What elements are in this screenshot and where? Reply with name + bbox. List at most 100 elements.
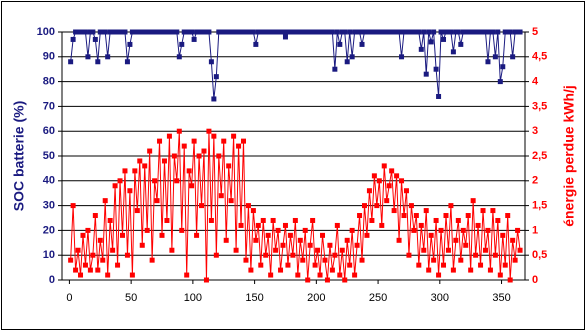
data-point — [418, 46, 424, 52]
data-point — [352, 272, 358, 278]
y-tick-label: 100 — [37, 26, 55, 38]
y2-tick-label: 1 — [532, 224, 538, 236]
data-point — [361, 203, 367, 209]
x-tick-label: 0 — [66, 292, 72, 304]
data-point — [315, 247, 321, 253]
data-point — [82, 29, 88, 35]
x-tick-label: 150 — [245, 292, 263, 304]
y-axis-title: SOC batterie (%) — [11, 101, 27, 211]
data-point — [164, 217, 170, 223]
y2-tick-label: 4,5 — [532, 51, 547, 63]
data-point — [90, 252, 96, 258]
data-point — [374, 203, 380, 209]
data-point — [423, 208, 429, 214]
data-point — [174, 29, 180, 35]
y2-axis-title: énergie perdue kWh/j — [561, 85, 577, 227]
data-point — [233, 247, 239, 253]
data-point — [243, 257, 249, 263]
data-point — [191, 138, 197, 144]
y2-tick-label: 3,5 — [532, 100, 547, 112]
data-point — [110, 247, 116, 253]
data-point — [127, 188, 133, 194]
data-point — [399, 178, 405, 184]
y2-tick-label: 2 — [532, 175, 538, 187]
data-point — [92, 213, 98, 219]
y-tick-label: 50 — [43, 150, 55, 162]
data-point — [278, 267, 284, 273]
data-point — [401, 213, 407, 219]
data-point — [453, 237, 459, 243]
data-point — [290, 252, 296, 258]
data-point — [213, 74, 219, 80]
data-point — [349, 227, 355, 233]
data-point — [260, 217, 266, 223]
data-point — [497, 272, 503, 278]
data-point — [102, 198, 108, 204]
data-point — [334, 222, 340, 228]
data-point — [122, 29, 128, 35]
data-point — [166, 133, 172, 139]
data-point — [287, 232, 293, 238]
data-point — [275, 227, 281, 233]
data-point — [359, 257, 365, 263]
data-point — [285, 262, 291, 268]
data-point — [342, 277, 348, 283]
data-point — [492, 54, 498, 60]
y2-tick-label: 1,5 — [532, 200, 547, 212]
data-point — [431, 29, 437, 35]
data-point — [184, 272, 190, 278]
data-point — [147, 148, 153, 154]
x-tick-label: 250 — [369, 292, 387, 304]
data-point — [490, 29, 496, 35]
data-point — [371, 173, 377, 179]
data-point — [379, 222, 385, 228]
data-point — [366, 188, 372, 194]
data-point — [105, 272, 111, 278]
data-point — [396, 29, 402, 35]
data-point — [124, 252, 130, 258]
data-point — [238, 222, 244, 228]
data-point — [302, 227, 308, 233]
data-point — [505, 213, 511, 219]
data-point — [245, 203, 251, 209]
x-tick-label: 200 — [307, 292, 325, 304]
data-point — [68, 59, 74, 65]
data-point — [492, 252, 498, 258]
data-point — [95, 59, 101, 65]
data-point — [231, 133, 237, 139]
data-point — [376, 178, 382, 184]
data-point — [408, 203, 414, 209]
data-point — [253, 41, 259, 47]
data-point — [428, 232, 434, 238]
data-point — [448, 29, 454, 35]
data-point — [268, 272, 274, 278]
data-point — [186, 168, 192, 174]
data-point — [515, 227, 521, 233]
data-point — [282, 222, 288, 228]
data-point — [389, 168, 395, 174]
data-point — [438, 29, 444, 35]
data-point — [161, 158, 167, 164]
data-point — [436, 93, 442, 99]
data-point — [196, 153, 202, 159]
data-point — [112, 183, 118, 189]
data-point — [391, 208, 397, 214]
data-point — [132, 168, 138, 174]
data-point — [179, 227, 185, 233]
x-tick-label: 300 — [431, 292, 449, 304]
data-point — [423, 71, 429, 77]
data-point — [470, 198, 476, 204]
data-point — [149, 257, 155, 263]
data-point — [80, 232, 86, 238]
data-point — [349, 54, 355, 60]
data-point — [487, 267, 493, 273]
data-point — [144, 227, 150, 233]
data-point — [344, 59, 350, 65]
data-point — [127, 41, 133, 47]
y-tick-label: 70 — [43, 100, 55, 112]
data-point — [426, 267, 432, 273]
data-point — [421, 247, 427, 253]
data-point — [176, 128, 182, 134]
data-point — [213, 252, 219, 258]
